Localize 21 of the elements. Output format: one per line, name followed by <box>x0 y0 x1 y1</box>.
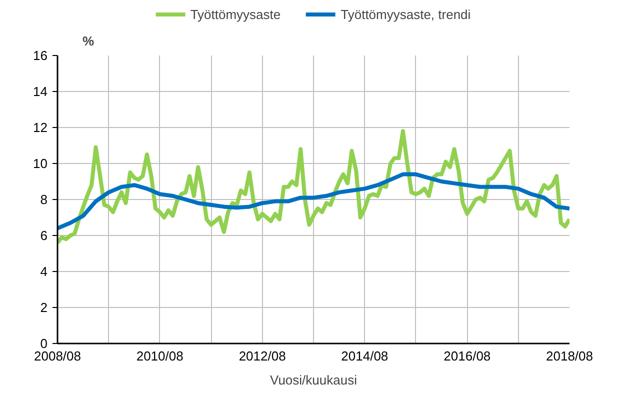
y-tick-label: 0 <box>40 336 48 351</box>
x-tick-label: 2014/08 <box>341 348 388 364</box>
y-tick-label: 14 <box>33 84 48 99</box>
y-tick-label: 4 <box>40 264 48 279</box>
x-tick-label: 2010/08 <box>136 348 184 364</box>
y-tick-label: 16 <box>33 48 48 63</box>
line-series <box>58 172 570 230</box>
y-tick-label: 10 <box>33 156 48 171</box>
y-tick-label: 2 <box>40 300 48 315</box>
line-series <box>58 129 570 245</box>
y-tick-label: 12 <box>33 120 48 135</box>
legend-label: Työttömyysaste, trendi <box>340 6 471 22</box>
x-axis-title: Vuosi/kuukausi <box>270 372 358 388</box>
x-tick-label: 2018/08 <box>546 348 594 364</box>
y-tick-label: 8 <box>40 192 48 207</box>
x-tick-label: 2008/08 <box>34 348 82 364</box>
y-axis-title: % <box>82 34 94 48</box>
legend-label: Työttömyysaste <box>190 6 281 22</box>
x-tick-label: 2012/08 <box>238 348 286 364</box>
y-tick-label: 6 <box>40 228 48 243</box>
x-tick-label: 2016/08 <box>444 348 491 364</box>
